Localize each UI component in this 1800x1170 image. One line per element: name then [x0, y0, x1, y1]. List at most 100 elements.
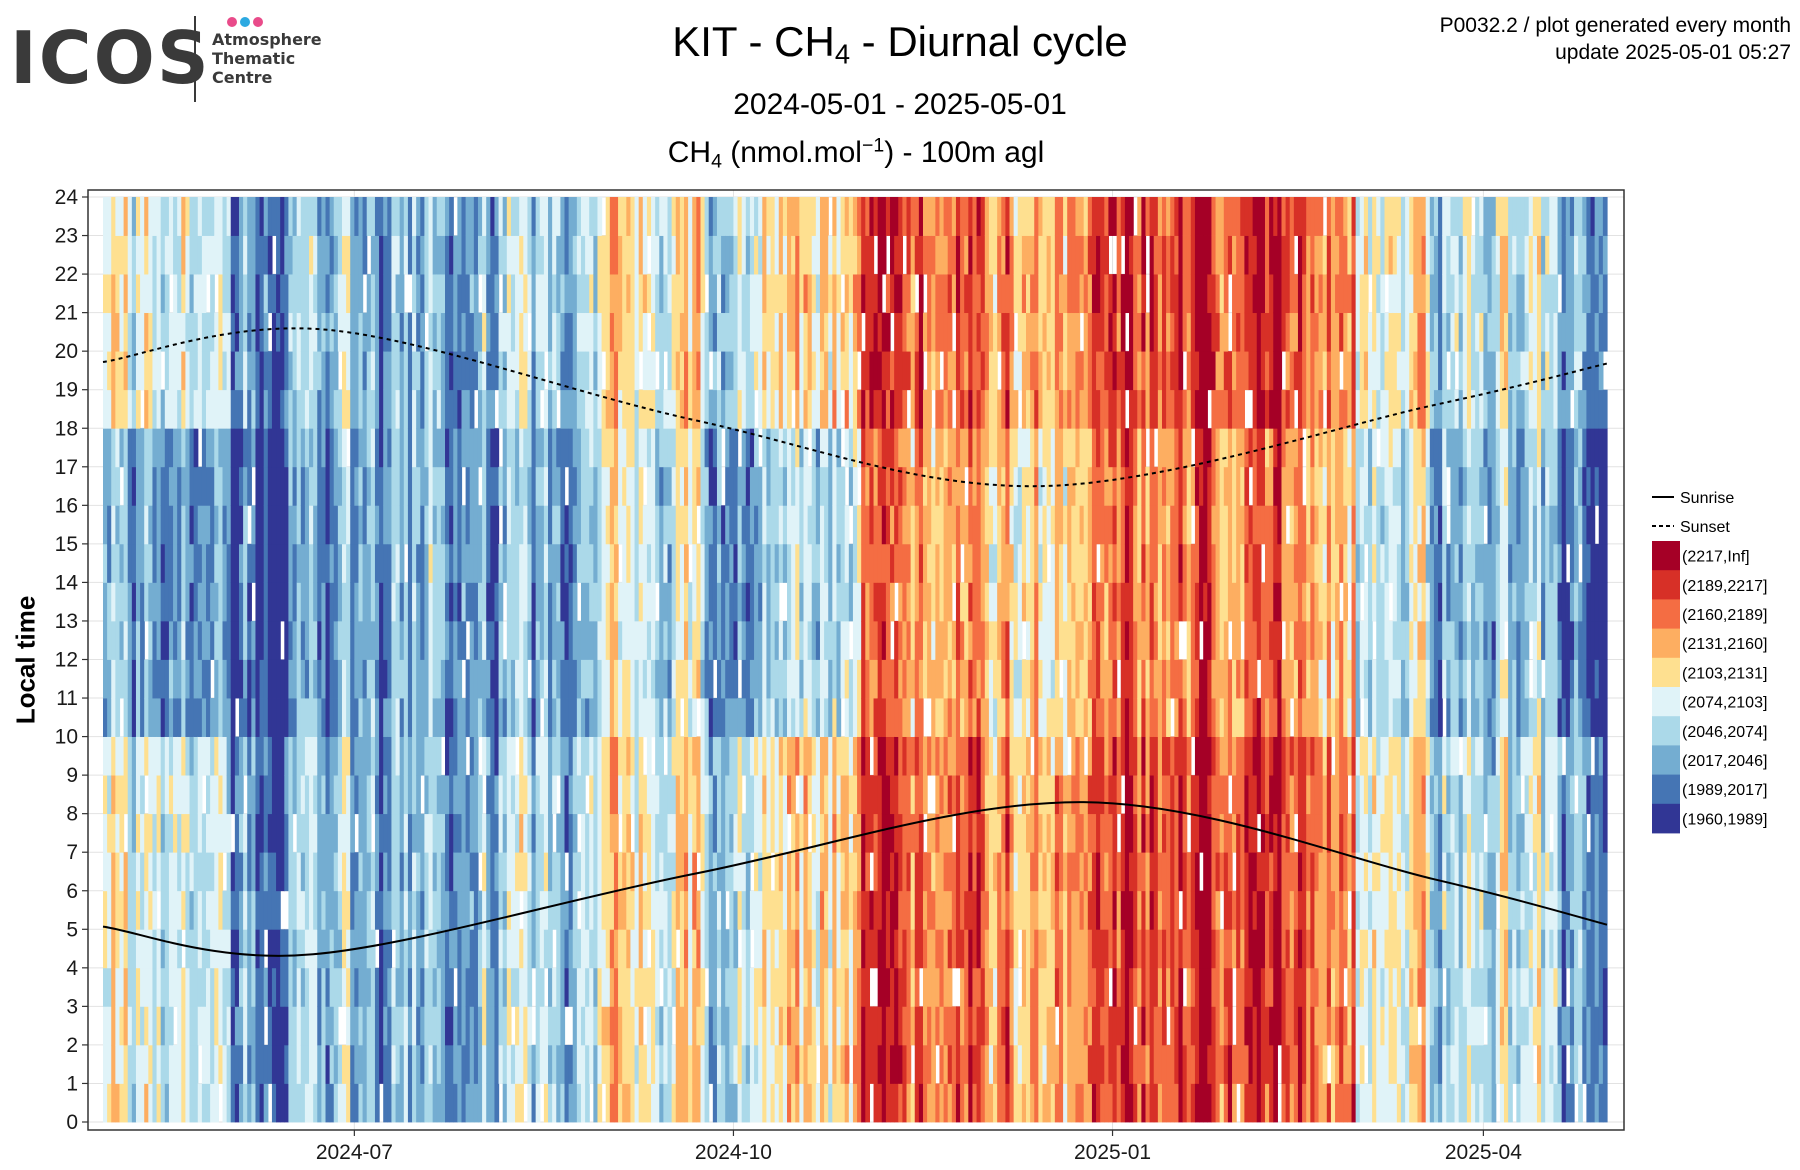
heatmap-cell	[712, 736, 718, 776]
heatmap-cell	[881, 736, 887, 776]
heatmap-cell	[585, 389, 590, 429]
heatmap-cell	[490, 389, 496, 429]
heatmap-cell	[898, 197, 903, 236]
heatmap-cell	[276, 428, 281, 468]
heatmap-cell	[857, 543, 862, 583]
heatmap-cell	[329, 582, 335, 622]
heatmap-cell	[440, 620, 446, 660]
heatmap-cell	[865, 1083, 871, 1123]
heatmap-cell	[778, 543, 784, 583]
heatmap-cell	[341, 852, 347, 892]
heatmap-cell	[247, 736, 252, 776]
heatmap-cell	[177, 466, 182, 506]
heatmap-cell	[890, 967, 895, 1007]
heatmap-cell	[321, 428, 327, 468]
heatmap-cell	[576, 775, 582, 815]
heatmap-cell	[222, 698, 228, 737]
heatmap-cell	[160, 620, 166, 660]
heatmap-cell	[618, 389, 623, 429]
heatmap-cell	[185, 389, 191, 429]
heatmap-cell	[201, 505, 207, 545]
heatmap-cell	[626, 543, 632, 583]
heatmap-cell	[160, 543, 166, 583]
heatmap-cell	[914, 235, 920, 275]
heatmap-cell	[548, 852, 553, 892]
heatmap-cell	[201, 274, 207, 314]
heatmap-cell	[416, 428, 421, 468]
heatmap-cell	[700, 698, 706, 737]
heatmap-cell	[638, 197, 644, 236]
heatmap-cell	[848, 1006, 854, 1046]
heatmap-cell	[292, 890, 298, 930]
heatmap-cell	[580, 1006, 586, 1046]
heatmap-cell	[749, 698, 755, 737]
heatmap-cell	[964, 967, 969, 1007]
heatmap-cell	[428, 543, 434, 583]
heatmap-cell	[836, 890, 842, 930]
heatmap-cell	[634, 698, 640, 737]
heatmap-cell	[646, 466, 652, 506]
heatmap-cell	[358, 659, 364, 699]
heatmap-cell	[519, 736, 524, 776]
heatmap-cell	[263, 775, 269, 815]
heatmap-cell	[642, 505, 648, 545]
heatmap-cell	[782, 929, 788, 969]
heatmap-cell	[869, 659, 875, 699]
heatmap-cell	[597, 505, 603, 545]
heatmap-cell	[605, 389, 611, 429]
heatmap-cell	[416, 852, 421, 892]
heatmap-cell	[774, 543, 780, 583]
heatmap-cell	[531, 274, 537, 314]
heatmap-cell	[494, 659, 500, 699]
heatmap-cell	[288, 890, 294, 930]
heatmap-cell	[593, 852, 599, 892]
heatmap-cell	[840, 775, 846, 815]
heatmap-cell	[778, 312, 784, 352]
heatmap-cell	[333, 543, 339, 583]
heatmap-cell	[618, 505, 623, 545]
heatmap-cell	[894, 775, 899, 815]
heatmap-cell	[214, 659, 219, 699]
heatmap-cell	[440, 235, 446, 275]
heatmap-cell	[374, 775, 380, 815]
heatmap-cell	[144, 274, 149, 314]
heatmap-cell	[271, 929, 277, 969]
heatmap-cell	[387, 274, 393, 314]
heatmap-cell	[815, 1006, 821, 1046]
heatmap-cell	[782, 389, 788, 429]
heatmap-cell	[127, 428, 133, 468]
heatmap-cell	[745, 312, 751, 352]
heatmap-cell	[684, 620, 689, 660]
heatmap-cell	[206, 351, 211, 391]
heatmap-cell	[358, 736, 364, 776]
heatmap-cell	[251, 736, 257, 776]
heatmap-cell	[548, 505, 553, 545]
heatmap-cell	[543, 929, 549, 969]
heatmap-cell	[696, 582, 702, 622]
heatmap-cell	[766, 312, 772, 352]
heatmap-cell	[436, 852, 442, 892]
heatmap-cell	[391, 466, 397, 506]
heatmap-cell	[416, 1006, 421, 1046]
heatmap-cell	[395, 698, 401, 737]
heatmap-cell	[758, 852, 763, 892]
heatmap-cell	[898, 351, 903, 391]
heatmap-cell	[630, 852, 636, 892]
heatmap-cell	[214, 197, 219, 236]
heatmap-cell	[708, 389, 714, 429]
heatmap-cell	[955, 543, 961, 583]
heatmap-cell	[659, 736, 664, 776]
heatmap-cell	[651, 698, 656, 737]
heatmap-cell	[894, 736, 899, 776]
heatmap-cell	[440, 582, 446, 622]
heatmap-cell	[663, 929, 669, 969]
heatmap-cell	[560, 466, 566, 506]
heatmap-cell	[572, 698, 578, 737]
heatmap-cell	[597, 813, 603, 853]
heatmap-cell	[230, 312, 236, 352]
heatmap-cell	[840, 543, 846, 583]
heatmap-cell	[832, 659, 838, 699]
heatmap-cell	[535, 274, 541, 314]
heatmap-cell	[535, 582, 541, 622]
heatmap-cell	[383, 929, 388, 969]
